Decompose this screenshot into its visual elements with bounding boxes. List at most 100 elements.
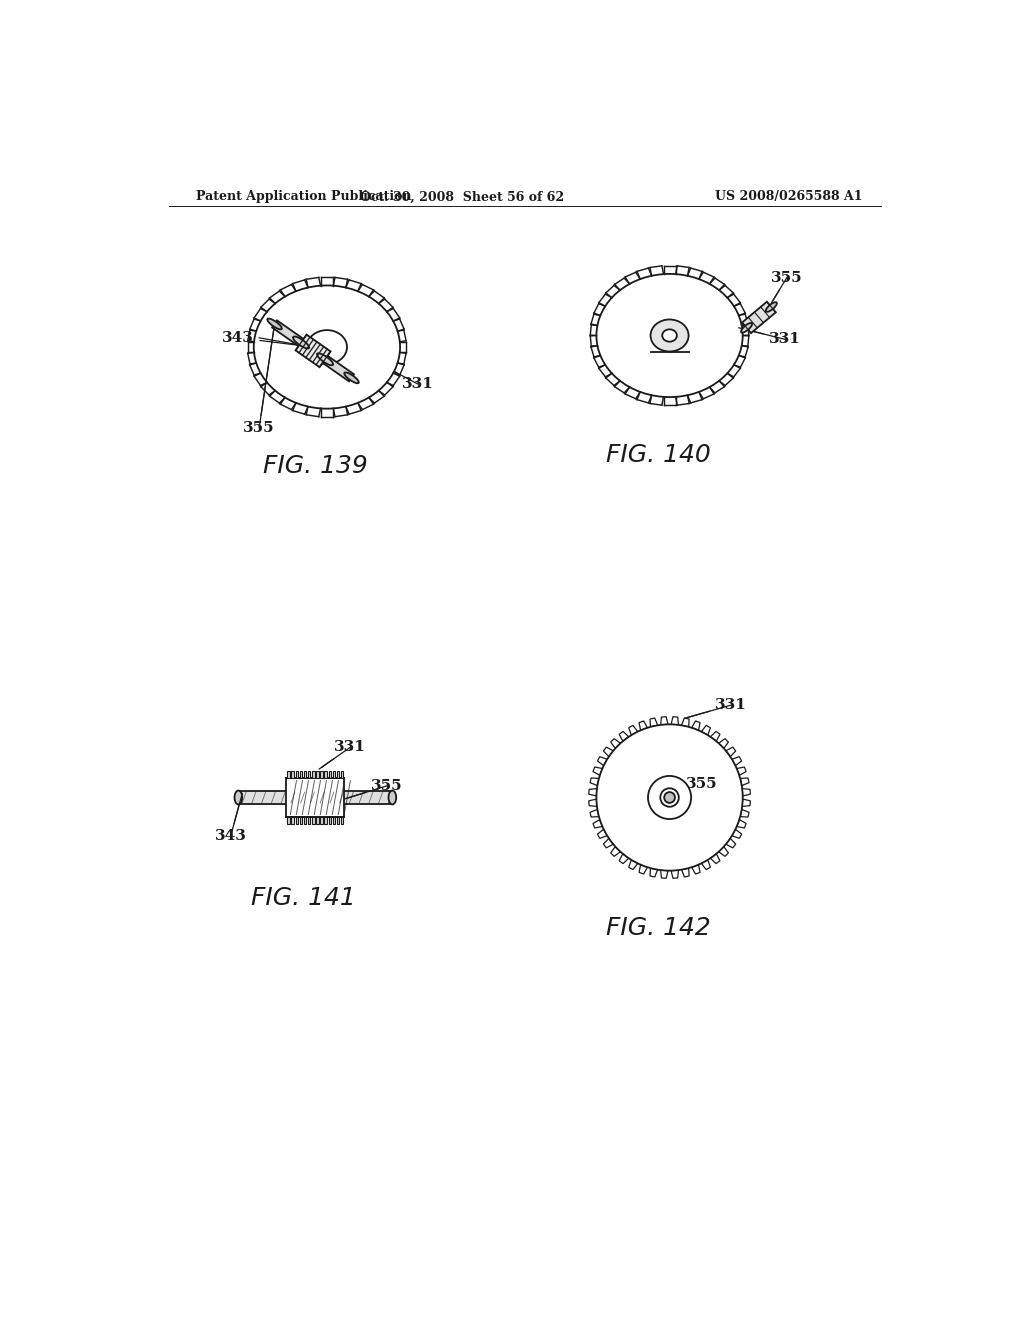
Polygon shape (671, 717, 679, 725)
Polygon shape (308, 817, 310, 825)
Polygon shape (589, 788, 597, 796)
Circle shape (648, 776, 691, 818)
Polygon shape (325, 771, 327, 779)
Polygon shape (691, 721, 700, 730)
Polygon shape (701, 726, 711, 735)
Ellipse shape (234, 791, 243, 804)
Polygon shape (300, 771, 302, 779)
Polygon shape (742, 302, 776, 333)
Polygon shape (726, 747, 735, 756)
Polygon shape (742, 799, 751, 807)
Polygon shape (682, 869, 689, 876)
Polygon shape (308, 771, 310, 779)
Polygon shape (321, 771, 323, 779)
Text: 331: 331 (688, 698, 748, 718)
Polygon shape (629, 859, 638, 870)
Polygon shape (321, 817, 323, 825)
Ellipse shape (293, 337, 309, 348)
Polygon shape (593, 767, 602, 775)
Polygon shape (593, 820, 602, 828)
Text: FIG. 141: FIG. 141 (252, 886, 356, 909)
Polygon shape (329, 817, 331, 825)
Polygon shape (620, 731, 629, 742)
Polygon shape (620, 854, 629, 863)
Polygon shape (732, 829, 741, 838)
Polygon shape (272, 321, 354, 381)
Text: FIG. 142: FIG. 142 (605, 916, 711, 940)
Polygon shape (726, 838, 735, 847)
Polygon shape (610, 739, 621, 748)
Polygon shape (597, 829, 607, 838)
Polygon shape (597, 756, 607, 766)
Polygon shape (711, 854, 720, 863)
Polygon shape (296, 335, 331, 367)
Polygon shape (682, 718, 689, 727)
Polygon shape (639, 721, 647, 730)
Polygon shape (590, 777, 599, 785)
Circle shape (660, 788, 679, 807)
Text: 355: 355 (771, 271, 803, 301)
Ellipse shape (344, 372, 358, 383)
Polygon shape (590, 809, 599, 817)
Ellipse shape (663, 330, 677, 342)
Polygon shape (333, 817, 335, 825)
Polygon shape (296, 771, 298, 779)
Ellipse shape (650, 319, 688, 351)
Text: 331: 331 (741, 329, 801, 346)
Text: 355: 355 (669, 776, 718, 791)
Text: 355: 355 (347, 779, 402, 799)
Text: 343: 343 (222, 331, 304, 346)
Bar (239, 791, 392, 804)
Polygon shape (300, 817, 302, 825)
Polygon shape (719, 739, 728, 748)
Ellipse shape (307, 330, 347, 364)
Polygon shape (337, 771, 339, 779)
Polygon shape (650, 718, 657, 727)
Polygon shape (292, 817, 294, 825)
Polygon shape (660, 870, 668, 878)
Ellipse shape (766, 302, 777, 312)
Circle shape (596, 725, 742, 871)
Polygon shape (732, 756, 741, 766)
Polygon shape (325, 817, 327, 825)
Polygon shape (603, 838, 613, 847)
Ellipse shape (317, 354, 333, 366)
Text: Patent Application Publication: Patent Application Publication (196, 190, 412, 203)
Polygon shape (711, 731, 720, 742)
Polygon shape (660, 717, 668, 725)
Ellipse shape (741, 323, 752, 333)
Circle shape (665, 792, 675, 803)
Bar (287, 779, 344, 817)
Polygon shape (701, 859, 711, 870)
Polygon shape (639, 865, 647, 874)
Polygon shape (742, 788, 751, 796)
Polygon shape (736, 767, 746, 775)
Polygon shape (341, 771, 343, 779)
Polygon shape (740, 777, 749, 785)
Text: US 2008/0265588 A1: US 2008/0265588 A1 (715, 190, 862, 203)
Polygon shape (288, 771, 290, 779)
Polygon shape (341, 817, 343, 825)
Text: FIG. 140: FIG. 140 (605, 442, 711, 467)
Polygon shape (316, 771, 318, 779)
Polygon shape (603, 747, 613, 756)
Ellipse shape (267, 318, 282, 330)
Polygon shape (629, 726, 638, 735)
Polygon shape (316, 817, 318, 825)
Polygon shape (589, 799, 597, 807)
Polygon shape (740, 809, 749, 817)
Text: 331: 331 (394, 372, 434, 391)
Polygon shape (304, 771, 306, 779)
Polygon shape (736, 820, 746, 828)
Polygon shape (337, 817, 339, 825)
Polygon shape (671, 870, 679, 878)
Polygon shape (333, 771, 335, 779)
Polygon shape (691, 865, 700, 874)
Polygon shape (650, 869, 657, 876)
Polygon shape (719, 846, 728, 857)
Polygon shape (288, 817, 290, 825)
Polygon shape (292, 771, 294, 779)
Polygon shape (296, 817, 298, 825)
Text: 355: 355 (244, 327, 275, 434)
Text: FIG. 139: FIG. 139 (263, 454, 368, 478)
